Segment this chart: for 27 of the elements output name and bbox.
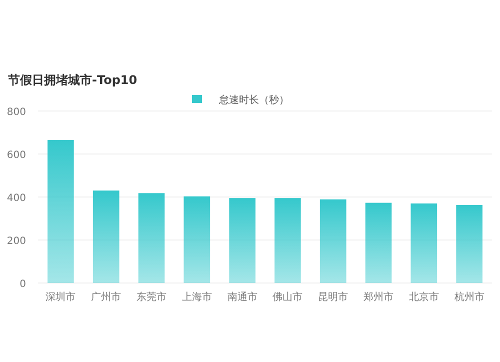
legend-label: 怠速时长（秒） [218,94,289,106]
x-tick-label: 东莞市 [136,291,166,303]
bar [48,140,74,283]
x-tick-label: 佛山市 [272,291,303,303]
bar [410,203,438,283]
y-tick-label: 800 [6,107,26,118]
bar [184,196,210,283]
bar [138,193,165,283]
x-tick-label: 杭州市 [453,291,484,303]
y-tick-label: 200 [6,236,26,247]
y-tick-label: 400 [6,193,26,204]
bar [456,204,482,283]
x-tick-label: 南通市 [227,291,258,303]
bar [365,202,392,283]
bar [320,199,346,283]
x-tick-label: 郑州市 [364,291,394,303]
bar [92,190,120,283]
bar [229,198,256,283]
bar [274,198,301,283]
x-tick-label: 北京市 [408,291,439,303]
x-tick-label: 昆明市 [318,291,348,303]
x-tick-label: 上海市 [182,291,212,303]
x-tick-label: 广州市 [91,291,122,303]
x-tick-label: 深圳市 [46,291,76,303]
chart-title: 节假日拥堵城市-Top10 [7,73,138,87]
y-tick-label: 0 [20,279,26,290]
y-tick-label: 600 [6,150,26,161]
